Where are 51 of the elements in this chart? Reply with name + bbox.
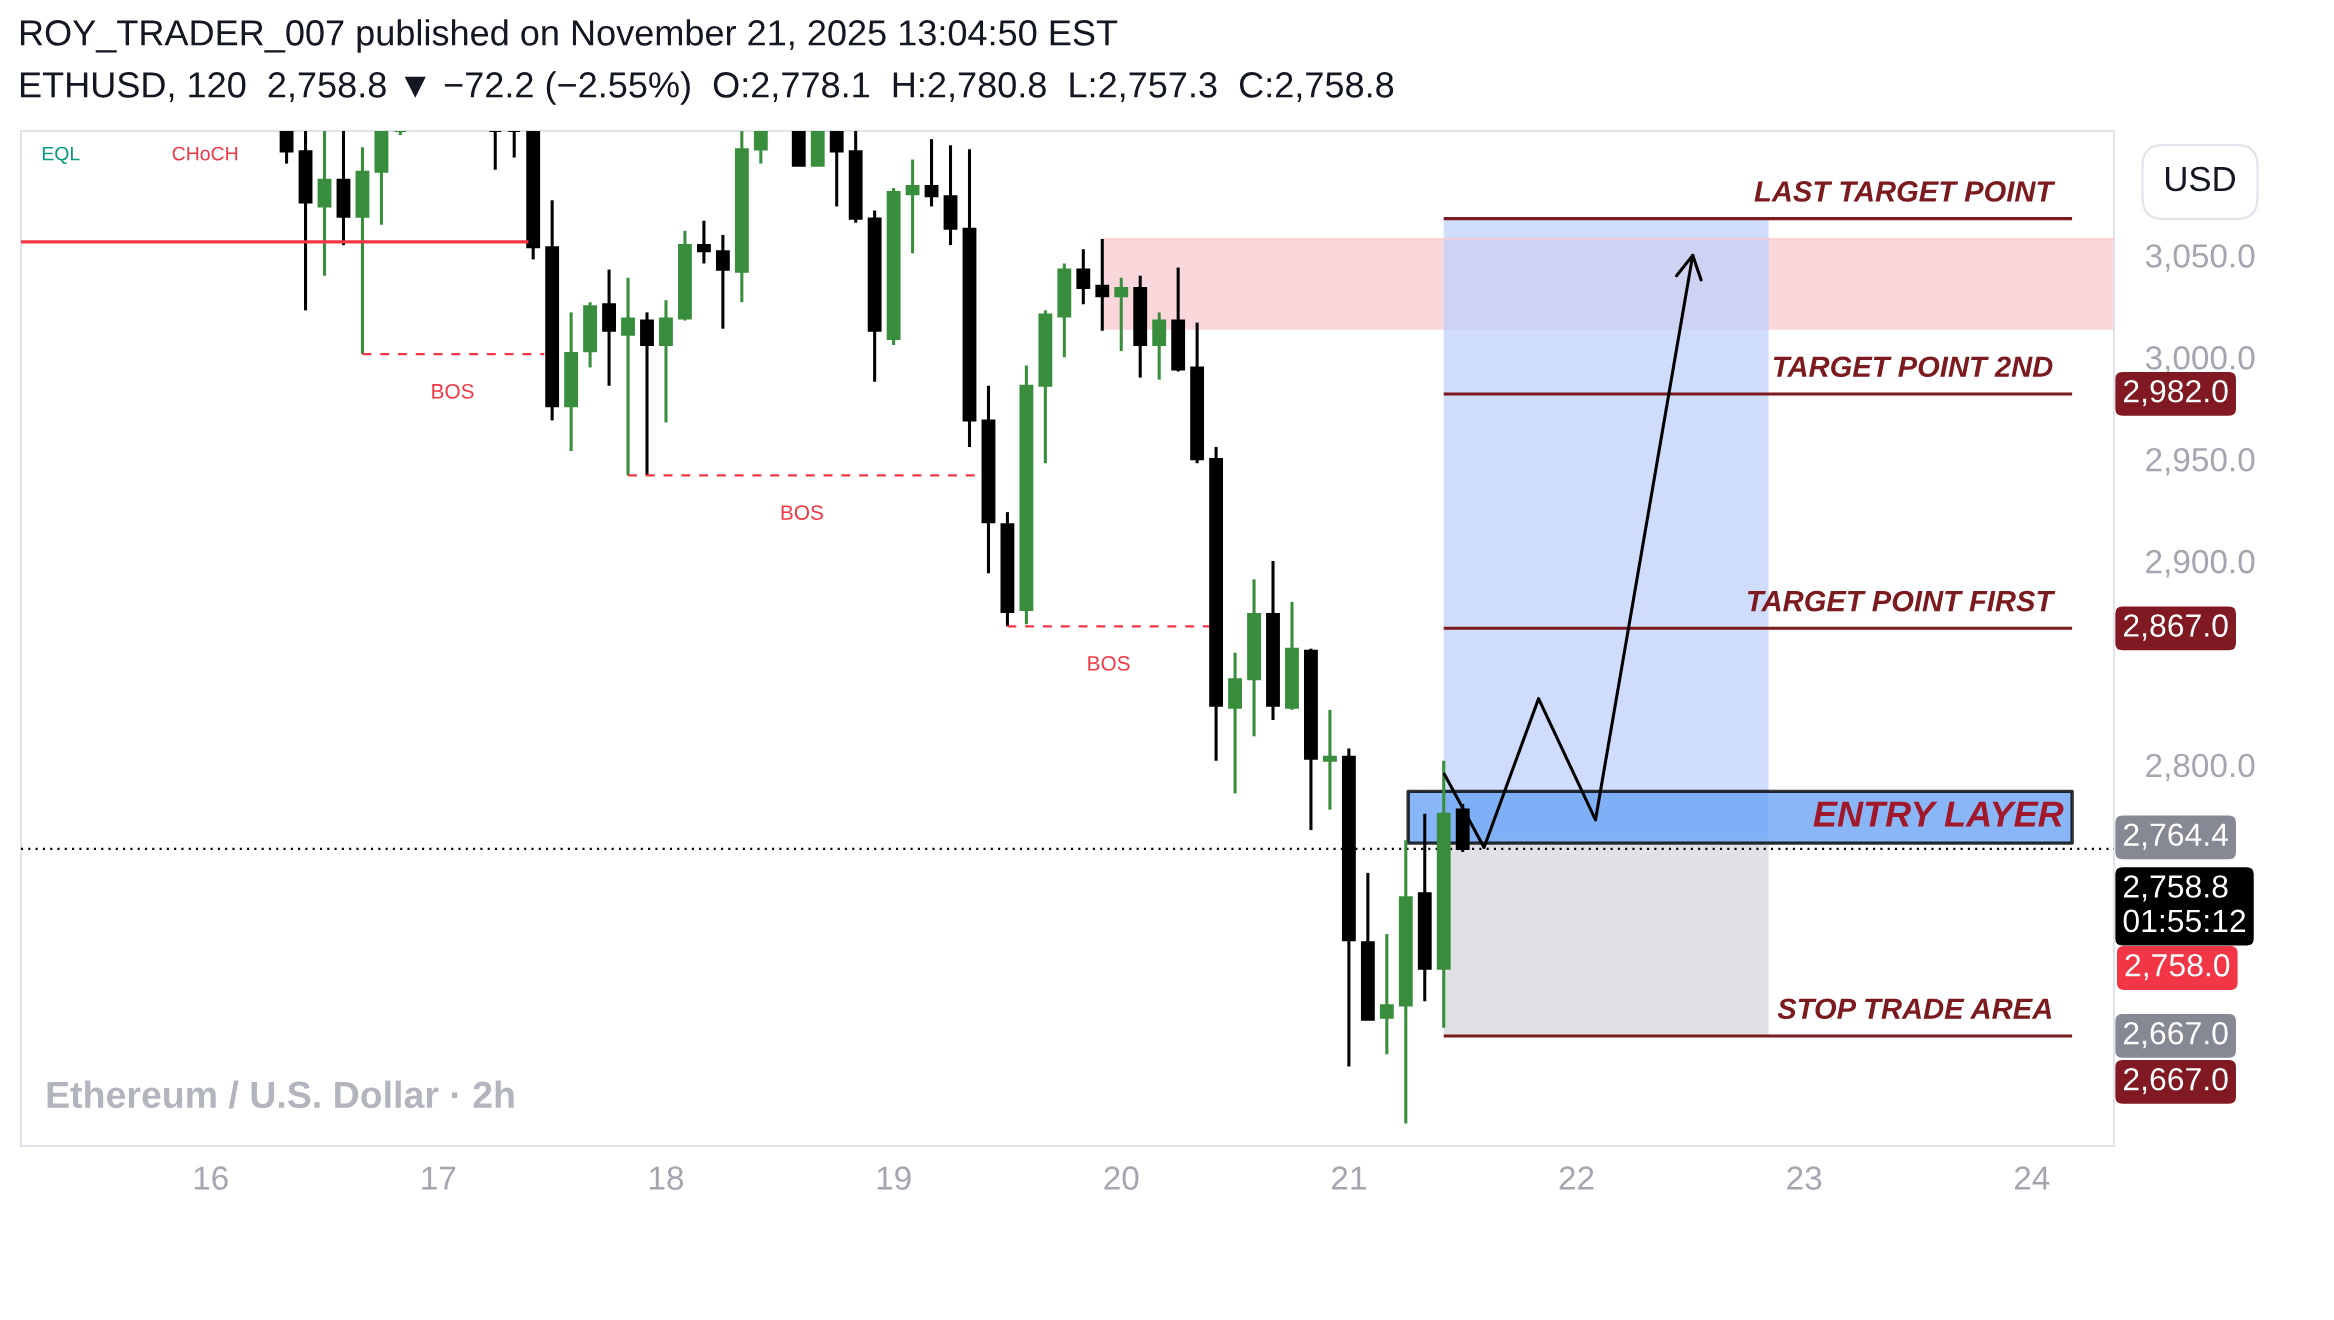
candlestick (1322, 708, 1337, 810)
annotation: EQL (42, 146, 80, 164)
candlestick (488, 131, 503, 170)
x-tick-label: 20 (1104, 1166, 1139, 1190)
annotation: BOS (432, 383, 474, 399)
x-tick-label: 17 (422, 1166, 456, 1190)
x-tick-label: 21 (1332, 1166, 1366, 1190)
y-tick-label: 2,900.0 (2146, 549, 2255, 578)
series-label: TARGET POINT FIRST (1748, 590, 2056, 612)
y-tick-label: 3,000.0 (2145, 346, 2255, 374)
annotation: 2,667.0 (2123, 1067, 2228, 1095)
candlestick (1379, 934, 1394, 1055)
x-tick-label: 22 (1559, 1166, 1594, 1190)
annotation: 2,758.8 01:55:12 (2123, 875, 2246, 933)
candlestick (715, 233, 730, 329)
annotation: 2,982.0 (2123, 379, 2228, 407)
chart-title: ROY_TRADER_007 published on November 21, 2025 13:04:50 EST (20, 19, 1118, 53)
annotation: BOS (1088, 656, 1130, 671)
candlestick (696, 220, 711, 264)
y-tick-label: 3,050.0 (2145, 244, 2255, 272)
text: 2,758.0 (2125, 953, 2230, 981)
candlestick (279, 131, 294, 164)
annotation: 2,667.0 (2123, 1021, 2228, 1049)
candlestick (621, 277, 635, 476)
candlestick (829, 131, 844, 207)
series-label: TARGET POINT 2ND (1773, 356, 2053, 378)
x-tick-label: 19 (877, 1166, 911, 1190)
candlestick (753, 131, 768, 164)
y-tick-label: 2,950.0 (2146, 447, 2255, 476)
candlestick (924, 139, 939, 207)
annotation: BOS (781, 505, 823, 520)
candlestick (393, 131, 408, 137)
candlestick (1114, 277, 1129, 353)
text: USD (2166, 166, 2235, 192)
candlestick (905, 159, 920, 254)
x-tick-label: 24 (2014, 1166, 2050, 1190)
annotation: ENTRY LAYER (1813, 801, 2064, 827)
y-tick-label: 2,800.0 (2146, 753, 2255, 782)
series-label: LAST TARGET POINT (1754, 181, 2056, 202)
annotation: Ethereum / U.S. Dollar · 2h (47, 1080, 514, 1109)
candlestick (1076, 249, 1091, 305)
chart-subtitle: ETHUSD, 120 2,758.8 ▼ −72.2 (−2.55%) O:2,778.1 H:2,780.8 L:2,757.3 C:2,758.8 (20, 71, 1394, 105)
candlestick (1095, 239, 1110, 331)
annotation: 2,764.4 (2123, 823, 2229, 850)
annotation: CHoCH (172, 146, 238, 161)
x-tick-label: 18 (649, 1166, 684, 1190)
x-tick-label: 23 (1787, 1166, 1822, 1190)
annotation: 2,867.0 (2123, 614, 2228, 641)
candlestick (507, 131, 522, 158)
x-tick-label: 16 (194, 1166, 228, 1190)
series-label: STOP TRADE AREA (1777, 998, 2052, 1020)
